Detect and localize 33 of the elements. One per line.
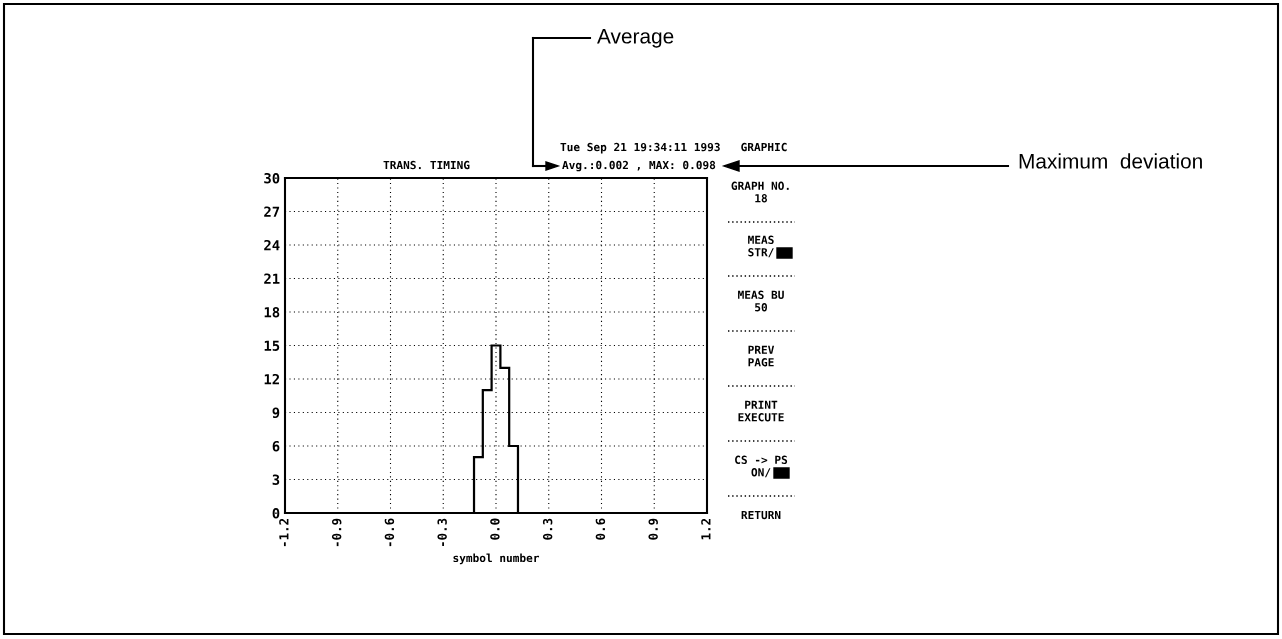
x-tick-label: -1.2 <box>279 518 289 547</box>
x-tick-label: -0.9 <box>331 518 342 547</box>
y-tick-label: 6 <box>272 440 280 452</box>
text: GRAPH NO. 18 <box>731 181 789 203</box>
chart-subtitle: Tue Sep 21 19:34:11 1993 GRAPHIC <box>560 142 787 154</box>
x-tick-label: 0.9 <box>648 518 658 540</box>
y-tick-label: 24 <box>264 239 280 251</box>
y-tick-label: 9 <box>272 407 280 419</box>
y-tick-label: 21 <box>264 273 280 284</box>
text: PREV PAGE <box>748 345 775 367</box>
y-tick-label: 30 <box>264 172 280 184</box>
chart-title: TRANS. TIMING <box>383 160 470 170</box>
text: MEAS STR/ <box>748 235 774 258</box>
x-tick-label: -0.6 <box>384 518 395 547</box>
y-tick-label: 27 <box>264 206 280 217</box>
x-tick-label: -0.3 <box>437 518 447 547</box>
text: MEAS BU 50 <box>738 290 784 312</box>
x-tick-label: 0.3 <box>542 518 553 540</box>
x-tick-label: 0.0 <box>490 518 500 540</box>
text: Average <box>597 29 674 48</box>
y-tick-label: 15 <box>264 340 280 351</box>
x-tick-label: 0.6 <box>595 518 606 540</box>
x-tick-label: 1.2 <box>701 518 711 540</box>
text: Maximum deviation <box>1019 153 1202 169</box>
y-tick-label: 18 <box>264 306 280 318</box>
x-axis-title: symbol number <box>453 553 540 565</box>
y-tick-label: 3 <box>272 474 280 485</box>
y-tick-label: 0 <box>272 507 280 519</box>
y-tick-label: 12 <box>264 373 279 385</box>
text: RETURN <box>741 510 781 520</box>
text: Avg.:0.002 , MAX: 0.098 <box>562 160 716 172</box>
text: PRINT EXECUTE <box>738 400 784 422</box>
text: CS -> PS ON/ <box>735 455 788 478</box>
